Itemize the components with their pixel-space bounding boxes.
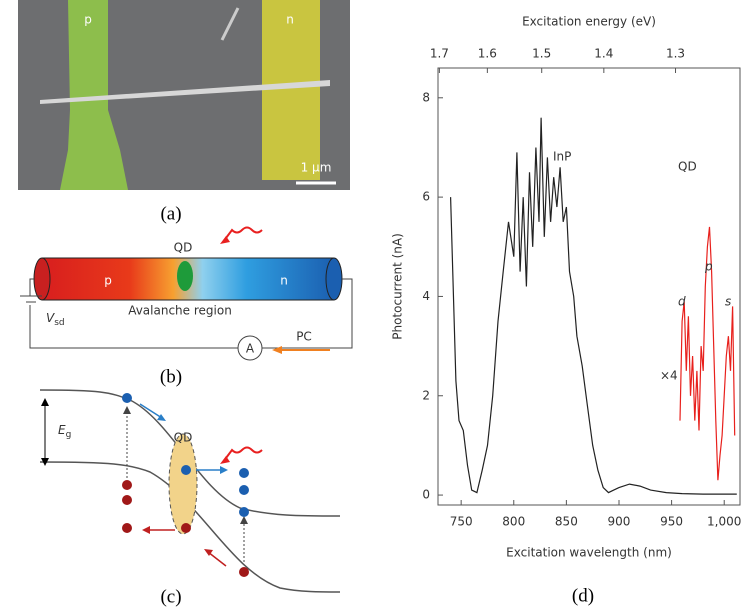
scale-bar-label: 1 µm bbox=[301, 161, 332, 175]
plot-frame bbox=[438, 68, 740, 505]
y-tick-label: 4 bbox=[422, 289, 430, 303]
voltage-label: Vsd bbox=[46, 311, 65, 328]
annotation: ×4 bbox=[660, 369, 678, 383]
data-line bbox=[451, 118, 737, 494]
v-sub: sd bbox=[54, 318, 64, 328]
chart: 0 2 4 6 8 750 800 850 900 950 1,000 1.7 1.6 1.5 1.4 1.3… bbox=[391, 15, 742, 560]
y-tick-label: 8 bbox=[422, 90, 430, 104]
label-n: n bbox=[280, 274, 288, 288]
y-tick-label: 2 bbox=[422, 388, 430, 402]
x-tick-label: 800 bbox=[502, 515, 525, 529]
x-tick-label: 900 bbox=[608, 515, 631, 529]
x2-tick-label: 1.4 bbox=[594, 47, 613, 61]
label-n: n bbox=[286, 13, 294, 27]
caption: (c) bbox=[160, 586, 181, 607]
x-tick-label: 850 bbox=[555, 515, 578, 529]
x2-tick-label: 1.5 bbox=[532, 47, 551, 61]
y-axis-label: Photocurrent (nA) bbox=[391, 233, 405, 340]
x-axis-label: Excitation wavelength (nm) bbox=[506, 546, 672, 560]
eg-label: Eg bbox=[58, 423, 71, 440]
x-tick-label: 750 bbox=[450, 515, 473, 529]
y-tick-label: 6 bbox=[422, 190, 430, 204]
caption: (a) bbox=[160, 203, 181, 224]
qd-label: QD bbox=[174, 431, 193, 445]
annotation: s bbox=[725, 295, 731, 309]
caption: (b) bbox=[160, 366, 182, 387]
pc-label: PC bbox=[296, 330, 312, 344]
figure: p n 1 µm (a) QD p n Avalanche region Vsd… bbox=[0, 0, 743, 611]
x2-tick-label: 1.7 bbox=[430, 47, 449, 61]
x2-tick-label: 1.3 bbox=[666, 47, 685, 61]
ammeter-label: A bbox=[246, 342, 255, 356]
caption: (d) bbox=[572, 585, 594, 606]
region-label: Avalanche region bbox=[128, 304, 232, 318]
x2-axis-label: Excitation energy (eV) bbox=[522, 15, 656, 29]
qd-label: QD bbox=[174, 241, 193, 255]
annotation: p bbox=[704, 260, 713, 274]
annotation: QD bbox=[678, 160, 697, 174]
x2-tick-label: 1.6 bbox=[478, 47, 497, 61]
label-p: p bbox=[104, 274, 112, 288]
x-tick-label: 1,000 bbox=[707, 515, 741, 529]
band-diagram bbox=[40, 390, 340, 592]
annotation: d bbox=[678, 295, 686, 309]
e-sub: g bbox=[66, 430, 72, 440]
x-tick-label: 950 bbox=[660, 515, 683, 529]
label-p: p bbox=[84, 13, 92, 27]
annotation: InP bbox=[553, 150, 571, 164]
y-tick-label: 0 bbox=[422, 488, 430, 502]
